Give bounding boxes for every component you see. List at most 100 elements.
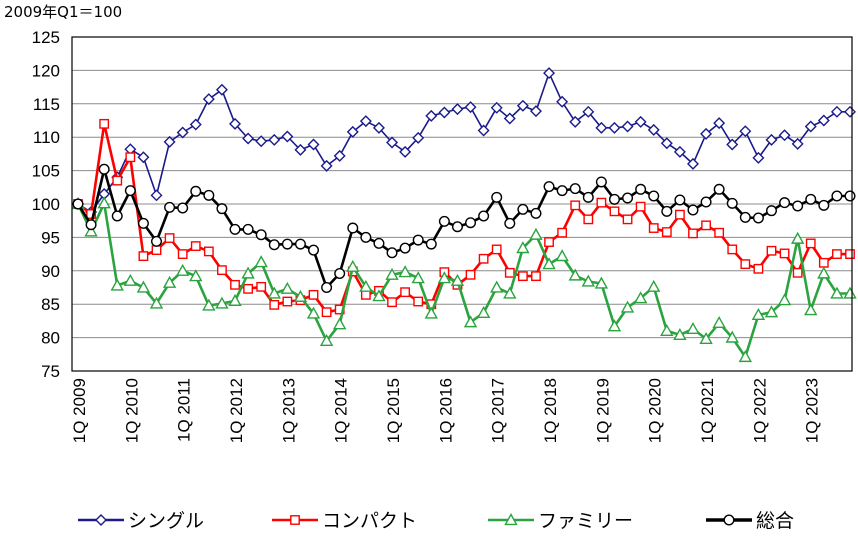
data-point: [804, 120, 817, 133]
data-point: [268, 133, 281, 146]
data-point: [609, 206, 620, 217]
data-point: [491, 244, 502, 255]
data-point: [162, 275, 177, 288]
data-point: [739, 125, 752, 138]
data-point: [725, 330, 739, 343]
data-point: [400, 287, 411, 298]
data-point: [451, 221, 463, 233]
data-point: [647, 123, 660, 136]
data-point: [136, 280, 151, 293]
series-line: [77, 122, 850, 314]
data-point: [556, 185, 568, 197]
data-point: [150, 189, 163, 202]
data-point: [268, 239, 280, 251]
legend: シングル コンパクト ファミリー 総合: [78, 510, 794, 532]
data-point: [790, 231, 805, 244]
data-point: [321, 307, 332, 318]
data-point: [713, 183, 725, 195]
data-point: [700, 127, 713, 140]
data-point: [714, 227, 725, 238]
data-point: [542, 257, 556, 270]
data-point: [621, 120, 634, 133]
x-tick-label: 1Q 2012: [227, 378, 246, 443]
data-point: [686, 321, 700, 335]
series-1: [72, 67, 856, 219]
data-point: [713, 117, 726, 130]
x-tick-label: 1Q 2023: [803, 378, 822, 443]
legend-label: ファミリー: [538, 510, 633, 532]
x-tick-label: 1Q 2013: [279, 378, 298, 443]
data-point: [595, 121, 608, 134]
data-point: [845, 249, 855, 259]
data-point: [688, 228, 698, 239]
data-point: [215, 83, 228, 96]
data-point: [346, 259, 360, 272]
data-point: [635, 201, 646, 212]
data-point: [751, 307, 766, 320]
data-point: [686, 157, 699, 170]
data-point: [163, 135, 176, 148]
data-point: [359, 279, 373, 292]
data-point: [424, 306, 438, 319]
data-point: [333, 149, 346, 162]
data-point: [674, 194, 686, 206]
x-tick-label: 1Q 2014: [332, 378, 351, 443]
x-tick-label: 1Q 2010: [122, 378, 141, 443]
data-point: [228, 293, 242, 306]
y-tick-label: 90: [41, 262, 60, 281]
data-point: [543, 67, 556, 80]
data-point: [752, 212, 764, 224]
data-point: [202, 93, 215, 106]
data-point: [464, 101, 477, 114]
data-point: [530, 207, 542, 219]
data-point: [203, 189, 215, 201]
data-point: [255, 229, 267, 241]
data-point: [490, 280, 504, 293]
x-tick-label: 1Q 2016: [436, 378, 455, 443]
data-point: [764, 305, 779, 318]
data-point: [543, 181, 555, 193]
data-point: [739, 211, 751, 223]
data-point: [437, 271, 452, 284]
data-point: [254, 255, 268, 268]
data-point: [281, 130, 294, 143]
data-point: [216, 203, 228, 215]
legend-entry: ファミリー: [488, 510, 633, 532]
y-tick-label: 100: [32, 195, 60, 214]
y-tick-label: 125: [32, 28, 60, 47]
data-point: [531, 271, 541, 282]
data-point: [189, 118, 202, 131]
data-point: [359, 115, 372, 128]
data-point: [503, 112, 516, 125]
data-point: [123, 273, 138, 286]
data-point: [633, 291, 648, 304]
data-point: [569, 183, 581, 195]
data-point: [660, 137, 673, 150]
data-point: [125, 152, 136, 163]
data-point: [647, 279, 661, 292]
data-point: [425, 238, 437, 250]
data-point: [805, 238, 816, 249]
data-point: [385, 267, 399, 280]
data-point: [438, 106, 451, 119]
y-tick-label: 120: [32, 61, 60, 80]
data-point: [699, 331, 713, 345]
data-point: [412, 131, 425, 144]
data-point: [517, 203, 529, 215]
data-point: [608, 193, 620, 205]
data-point: [516, 99, 529, 112]
legend-entry: シングル: [78, 510, 204, 532]
data-point: [740, 259, 751, 270]
data-point: [582, 191, 594, 203]
data-point: [281, 238, 293, 250]
data-point: [465, 217, 477, 229]
data-point: [792, 267, 803, 278]
data-point: [555, 249, 569, 262]
data-point: [280, 281, 295, 294]
data-point: [360, 231, 372, 243]
data-point: [752, 151, 765, 164]
y-tick-label: 75: [41, 362, 60, 381]
data-point: [320, 159, 333, 172]
data-point: [319, 333, 334, 347]
data-point: [138, 251, 149, 262]
